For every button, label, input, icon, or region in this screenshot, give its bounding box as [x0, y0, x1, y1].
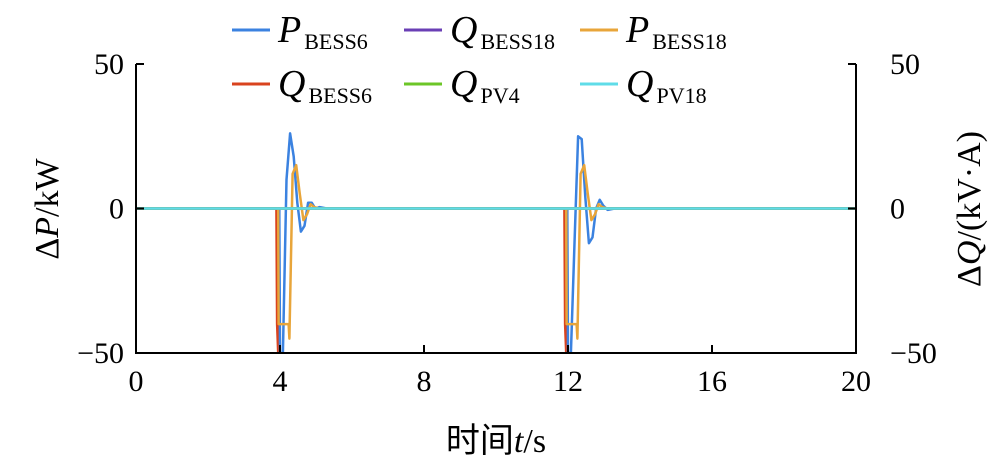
legend-entry: P BESS18: [625, 9, 727, 54]
series-layer: [136, 132, 856, 353]
legend-entry: Q BESS18: [450, 9, 555, 54]
x-tick-label: 0: [129, 365, 144, 398]
x-tick-label: 20: [841, 365, 871, 398]
y-left-tick-label: 0: [109, 193, 124, 226]
y-right-tick-label: −50: [890, 337, 937, 370]
series-line-p-bess6: [136, 132, 856, 353]
legend-entry: Q PV18: [626, 63, 707, 108]
y-axis-label-right: ΔQ/(kV·A): [951, 131, 988, 287]
y-axis-label-left: ΔP/kW: [29, 157, 66, 259]
y-right-tick-label: 50: [890, 48, 920, 81]
y-right-tick-label: 0: [890, 193, 905, 226]
legend-entry: P BESS6: [277, 9, 368, 54]
series-line-q-bess6: [136, 207, 856, 353]
x-axis-label: 时间t/s: [446, 423, 546, 460]
series-line-p-bess18: [136, 163, 856, 340]
y-left-tick-label: 50: [94, 48, 124, 81]
y-left-tick-label: −50: [77, 337, 124, 370]
x-tick-label: 4: [273, 365, 288, 398]
x-tick-label: 12: [553, 365, 583, 398]
legend-entry: Q BESS6: [278, 63, 372, 108]
x-tick-label: 16: [697, 365, 727, 398]
x-tick-label: 8: [417, 365, 432, 398]
legend-entry: Q PV4: [450, 63, 520, 108]
legend: P BESS6 Q BESS18 P BESS18 Q BESS6 Q PV4 Q PV18: [232, 9, 727, 108]
